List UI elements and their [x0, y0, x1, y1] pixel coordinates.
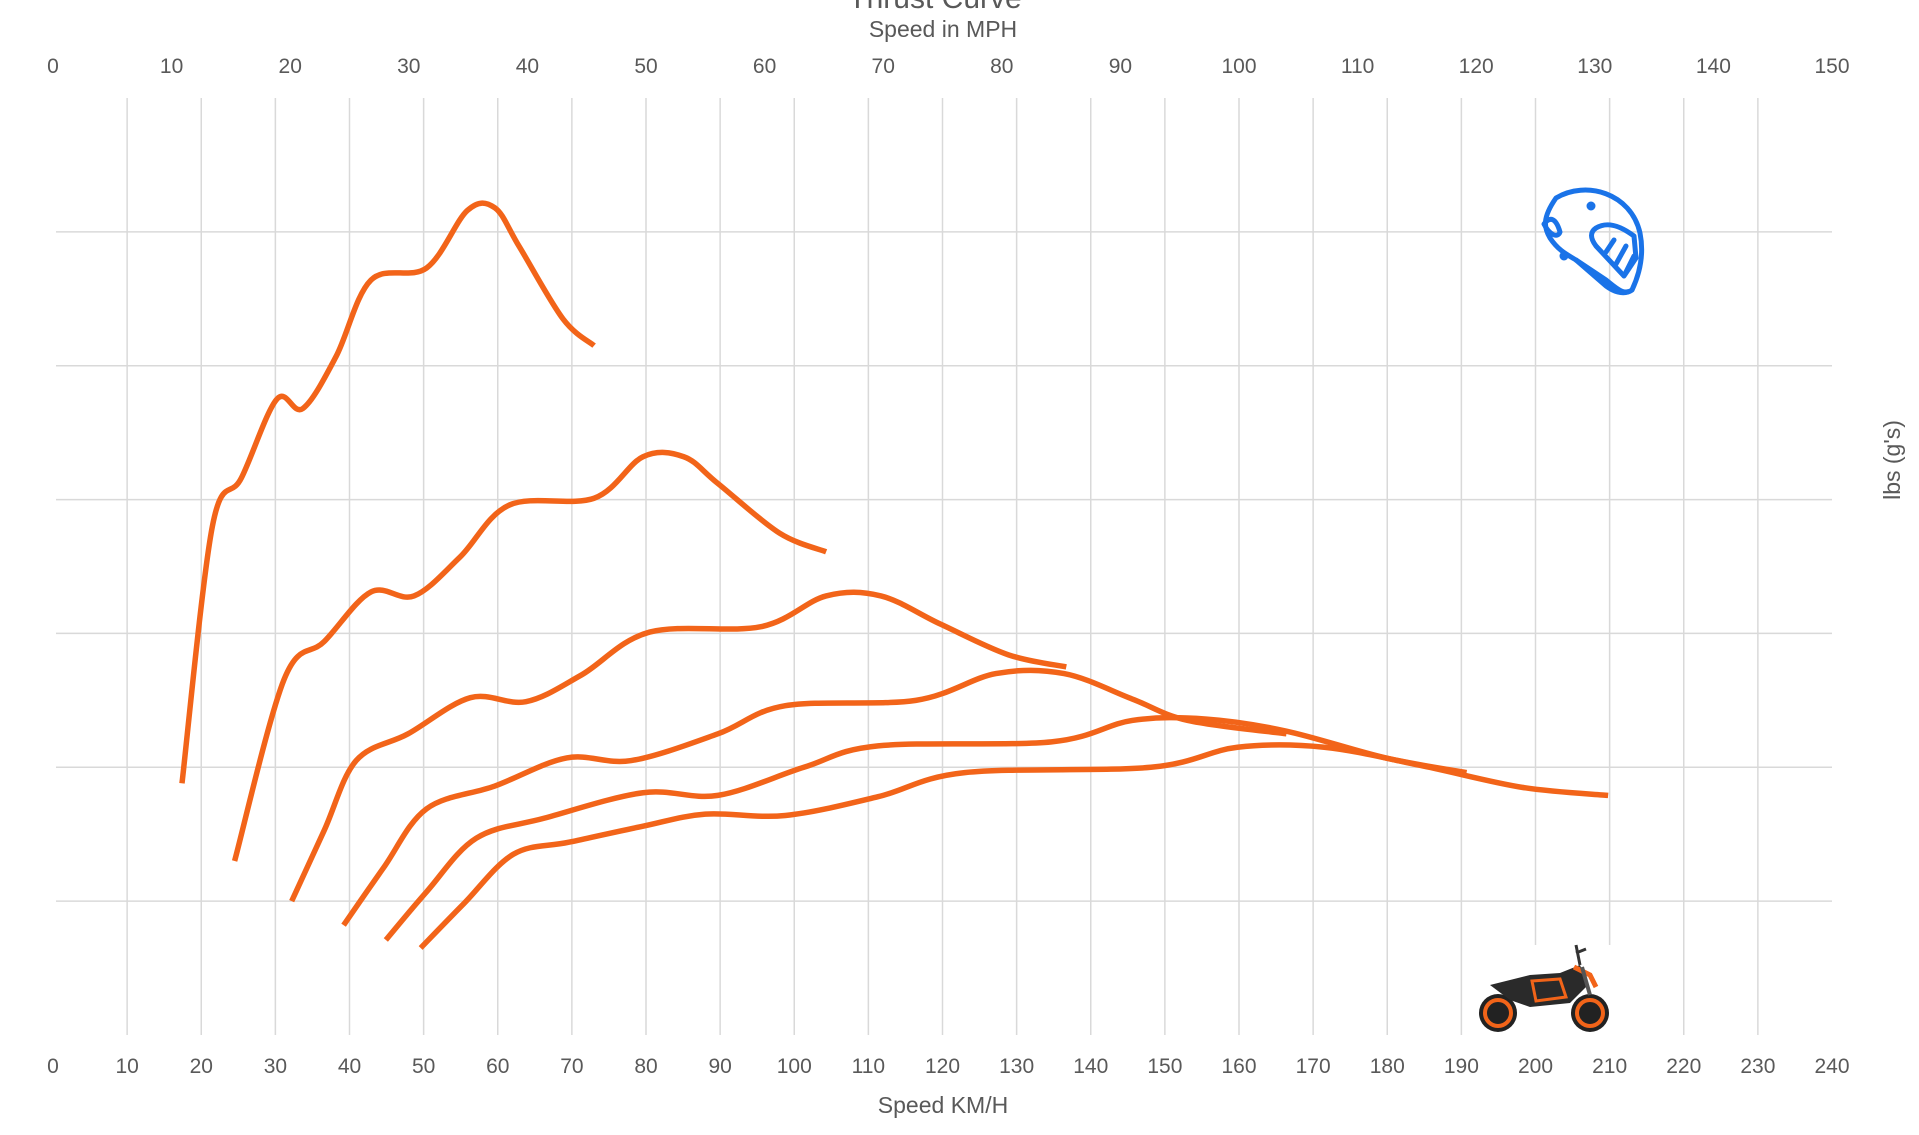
series-lines [179, 200, 1609, 950]
gear-5-line [383, 714, 1468, 942]
kmh-tick-label: 100 [777, 1055, 812, 1078]
mph-tick-label: 20 [279, 55, 302, 78]
kmh-tick-label: 120 [925, 1055, 960, 1078]
kmh-tick-label: 190 [1444, 1055, 1479, 1078]
mph-tick-labels: 0 10 20 30 40 50 60 70 80 90 100 110 120 130 140 150 [47, 55, 1849, 78]
kmh-tick-label: 150 [1147, 1055, 1182, 1078]
mph-tick-label: 30 [397, 55, 420, 78]
gear-3-line [289, 589, 1067, 903]
kmh-tick-label: 20 [190, 1055, 213, 1078]
kmh-tick-label: 60 [486, 1055, 509, 1078]
mph-tick-label: 90 [1109, 55, 1132, 78]
kmh-tick-label: 130 [999, 1055, 1034, 1078]
gear-2-line [231, 449, 828, 862]
kmh-tick-label: 160 [1221, 1055, 1256, 1078]
mph-tick-label: 120 [1459, 55, 1494, 78]
mph-tick-label: 60 [753, 55, 776, 78]
mph-tick-label: 80 [990, 55, 1013, 78]
chart-title: Thrust Curve [848, 0, 1021, 15]
x-axis-label: Speed KM/H [878, 1092, 1008, 1118]
mph-axis-label: Speed in MPH [869, 16, 1017, 42]
kmh-tick-label: 30 [264, 1055, 287, 1078]
kmh-tick-label: 230 [1740, 1055, 1775, 1078]
mph-tick-label: 40 [516, 55, 539, 78]
mph-tick-label: 10 [160, 55, 183, 78]
mph-tick-label: 140 [1696, 55, 1731, 78]
mph-tick-label: 70 [872, 55, 895, 78]
gear-6-line [418, 742, 1609, 950]
mph-tick-label: 0 [47, 55, 59, 78]
kmh-tick-label: 170 [1296, 1055, 1331, 1078]
mph-tick-label: 50 [634, 55, 657, 78]
kmh-tick-label: 0 [47, 1055, 59, 1078]
mph-tick-label: 110 [1341, 55, 1374, 78]
kmh-tick-label: 80 [634, 1055, 657, 1078]
kmh-tick-label: 180 [1370, 1055, 1405, 1078]
kmh-tick-label: 10 [115, 1055, 138, 1078]
kmh-tick-label: 90 [708, 1055, 731, 1078]
kmh-tick-label: 50 [412, 1055, 435, 1078]
gear-1-line [179, 200, 596, 784]
kmh-tick-label: 70 [560, 1055, 583, 1078]
kmh-tick-label: 40 [338, 1055, 361, 1078]
kmh-tick-label: 140 [1073, 1055, 1108, 1078]
gridlines [56, 98, 1832, 1035]
y-axis-label: lbs (g's) [1879, 420, 1905, 500]
mph-tick-label: 130 [1577, 55, 1612, 78]
kmh-tick-label: 200 [1518, 1055, 1553, 1078]
kmh-tick-label: 210 [1592, 1055, 1627, 1078]
kmh-tick-label: 110 [852, 1055, 885, 1078]
gear-4-line [341, 667, 1287, 927]
helmet-icon [1541, 187, 1645, 296]
motorcycle-image [1470, 944, 1620, 1037]
mph-tick-label: 100 [1221, 55, 1256, 78]
kmh-tick-labels: 0 10 20 30 40 50 60 70 80 90 100 110 120 130 140 150 160… [47, 1055, 1849, 1078]
mph-tick-label: 150 [1814, 55, 1849, 78]
kmh-tick-label: 220 [1666, 1055, 1701, 1078]
kmh-tick-label: 240 [1814, 1055, 1849, 1078]
